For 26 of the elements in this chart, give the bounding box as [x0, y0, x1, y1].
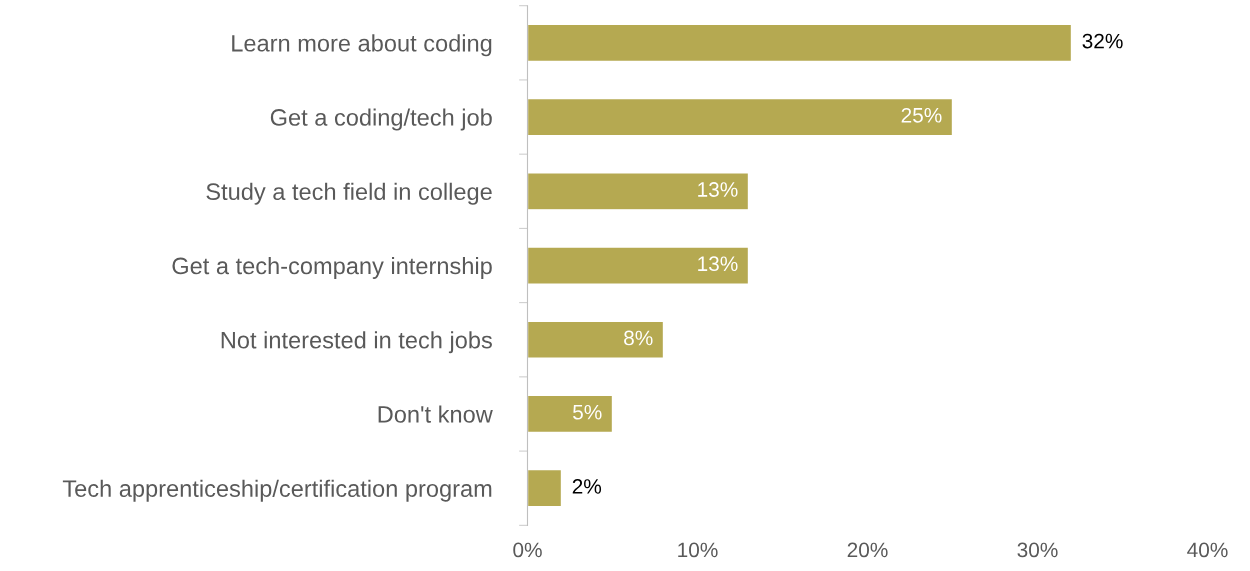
- y-tick-label: Get a coding/tech job: [270, 108, 492, 131]
- bar: [527, 468, 563, 508]
- data-label: 2%: [572, 479, 602, 494]
- y-tick-label: Study a tech field in college: [206, 182, 492, 205]
- bar: [527, 23, 1073, 63]
- y-tick-label: Learn more about coding: [232, 34, 492, 57]
- y-tick-label: Not interested in tech jobs: [221, 331, 492, 354]
- x-tick-label: 0%: [513, 542, 542, 558]
- data-label: 13%: [698, 256, 738, 272]
- x-tick-label: 30%: [1017, 542, 1058, 558]
- y-tick-label: Don't know: [378, 405, 493, 423]
- data-label: 5%: [573, 404, 602, 420]
- data-label: 13%: [698, 182, 738, 197]
- data-label: 8%: [624, 330, 653, 346]
- data-label: 32%: [1082, 33, 1123, 49]
- bar: [527, 394, 614, 434]
- x-tick-label: 20%: [847, 542, 888, 558]
- x-tick-label: 40%: [1187, 542, 1228, 558]
- bar: [527, 97, 954, 137]
- y-tick-label: Tech apprenticeship/certification program: [62, 479, 492, 502]
- bar: [527, 246, 750, 285]
- x-tick-label: 10%: [678, 542, 718, 558]
- data-label: 25%: [901, 107, 942, 123]
- bar: [527, 172, 750, 211]
- bar: [527, 320, 665, 359]
- y-tick-label: Get a tech-company internship: [172, 256, 492, 279]
